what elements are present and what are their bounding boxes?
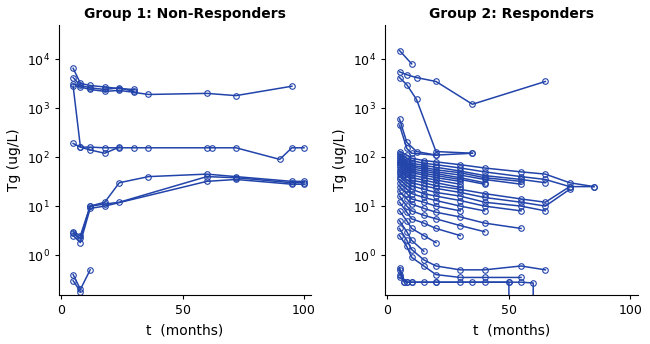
X-axis label: t  (months): t (months) [146,323,224,337]
Title: Group 2: Responders: Group 2: Responders [429,7,594,21]
Y-axis label: Tg (ug/L): Tg (ug/L) [333,129,347,192]
Y-axis label: Tg (ug/L): Tg (ug/L) [7,129,21,192]
X-axis label: t  (months): t (months) [473,323,550,337]
Title: Group 1: Non-Responders: Group 1: Non-Responders [84,7,286,21]
